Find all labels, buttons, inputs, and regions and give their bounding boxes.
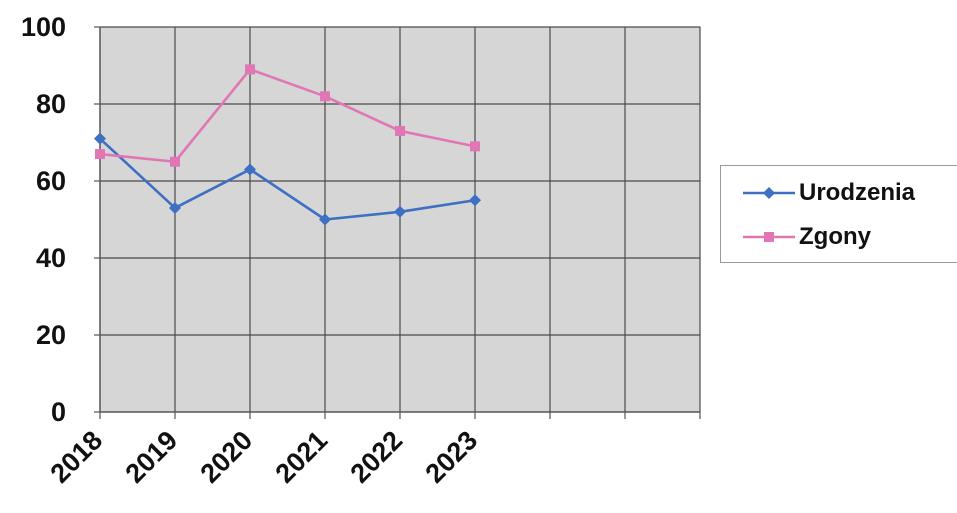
y-tick-label: 60 <box>36 166 66 196</box>
legend-label: Zgony <box>799 223 871 250</box>
x-tick-label: 2019 <box>120 425 184 489</box>
series-line <box>99 68 476 164</box>
y-axis-ticks: 0 20 40 60 80 100 <box>21 12 100 427</box>
legend-swatch-square <box>743 232 795 242</box>
data-point-diamond <box>169 201 181 214</box>
x-tick-label: 2021 <box>270 425 334 489</box>
data-point-diamond <box>244 163 256 176</box>
legend-label: Urodzenia <box>799 179 916 206</box>
data-point-diamond <box>469 194 481 207</box>
series-urodzenia <box>94 132 481 226</box>
legend: Urodzenia Zgony <box>720 165 957 263</box>
data-point-square <box>95 149 105 160</box>
data-point-square <box>170 156 180 167</box>
data-point-square <box>245 64 255 75</box>
y-tick-label: 40 <box>36 243 66 273</box>
y-tick-label: 80 <box>36 89 66 119</box>
legend-swatch-diamond <box>743 187 795 199</box>
x-tick-label: 2023 <box>420 425 484 489</box>
legend-item-zgony: Zgony <box>741 222 871 252</box>
y-tick-label: 100 <box>21 12 66 42</box>
x-axis-ticks: 2018 2019 2020 2021 2022 2023 <box>45 412 701 489</box>
data-point-diamond <box>319 213 331 226</box>
series-zgony <box>95 64 480 167</box>
gridlines <box>100 26 701 412</box>
x-tick-label: 2022 <box>345 425 409 489</box>
x-tick-label: 2020 <box>195 425 259 489</box>
series-layer <box>94 64 481 226</box>
data-point-diamond <box>94 132 106 145</box>
y-tick-label: 0 <box>51 397 66 427</box>
data-point-square <box>395 125 405 136</box>
series-line <box>99 137 476 221</box>
legend-item-urodzenia: Urodzenia <box>741 178 915 208</box>
data-point-square <box>320 91 330 102</box>
data-point-diamond <box>394 205 406 218</box>
data-point-square <box>470 141 480 152</box>
y-tick-label: 20 <box>36 320 66 350</box>
x-tick-label: 2018 <box>45 425 109 489</box>
